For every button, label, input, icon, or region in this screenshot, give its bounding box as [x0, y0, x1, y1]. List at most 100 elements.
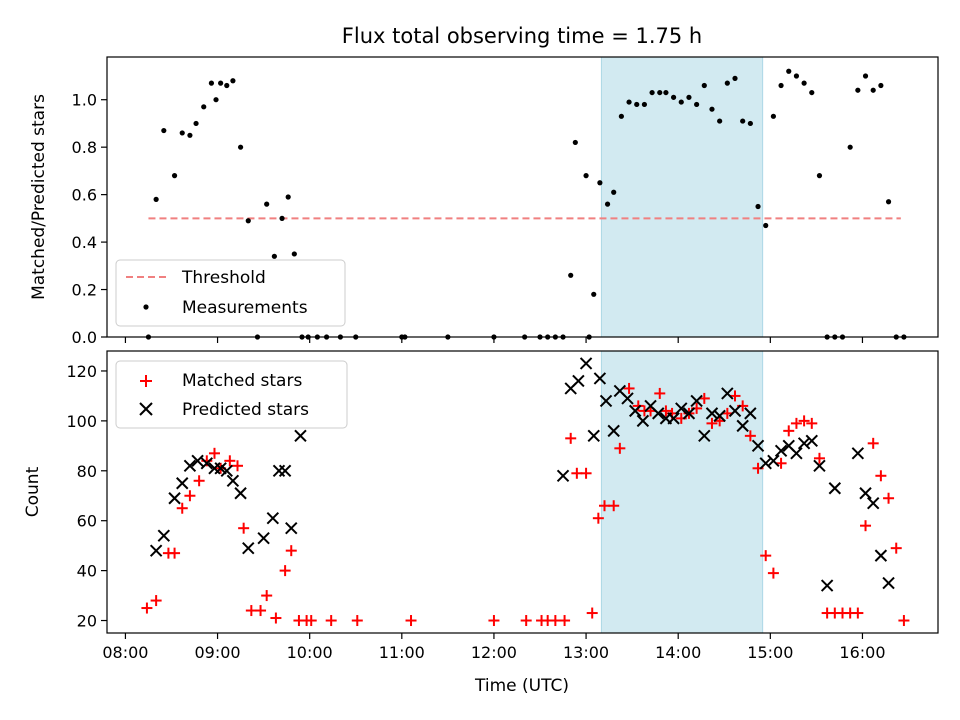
measurement-point [201, 104, 207, 110]
predicted-star-point [736, 419, 749, 433]
x-tick-label: 08:00 [102, 643, 148, 662]
measurement-point [237, 144, 244, 150]
measurement-point [855, 87, 861, 93]
predicted-star-point [607, 424, 620, 438]
predicted-star-stroke-b [667, 412, 680, 425]
matched-star-point [775, 457, 787, 469]
predicted-star-stroke-b [234, 487, 247, 500]
x-tick-label: 15:00 [747, 643, 793, 662]
predicted-star-stroke-b [220, 464, 233, 477]
predicted-star-point [859, 487, 872, 500]
matched-star-point [660, 405, 672, 417]
predicted-star-stroke-b [294, 429, 307, 443]
predicted-star-stroke-b [721, 387, 734, 400]
bottom-legend-box [115, 360, 348, 429]
measurement-point [778, 82, 784, 89]
predicted-star-point [572, 374, 585, 388]
matched-star-point [790, 417, 802, 429]
predicted-star-point [705, 407, 719, 420]
predicted-star-stroke-b [751, 439, 765, 453]
matched-star-point [760, 550, 772, 562]
measurement-point [634, 101, 640, 108]
bottom-plot-frame [106, 350, 939, 634]
predicted-star-stroke-b [874, 549, 888, 562]
predicted-star-point [285, 521, 298, 535]
matched-star-point [405, 615, 417, 627]
predicted-star-point [257, 531, 270, 545]
measurement-point [279, 215, 285, 221]
predicted-star-stroke-b [782, 439, 795, 453]
measurement-point [230, 78, 236, 84]
predicted-star-stroke-b [728, 404, 742, 418]
bottom-y-axis-ticks: 20 40 60 80 100 120 [66, 362, 107, 631]
measurement-point [572, 139, 578, 146]
measurement-point [161, 127, 167, 134]
measurement-point [701, 82, 707, 89]
measurement-point [732, 75, 738, 81]
top-x-axis-ticks [124, 337, 864, 343]
matched-star-point [813, 452, 825, 464]
bottom-highlight-band [600, 350, 764, 634]
measurement-point [862, 73, 869, 79]
measurement-point [271, 253, 277, 259]
predicted-star-stroke-b [257, 531, 270, 545]
measurement-point [694, 101, 700, 108]
matched-star-point [224, 455, 236, 467]
predicted-star-stroke-b [579, 357, 593, 370]
matched-star-point [706, 417, 718, 429]
measurement-point [870, 87, 876, 93]
top-y-tick-label: 0.2 [72, 281, 97, 300]
matched-star-point [559, 615, 571, 627]
matched-star-point [890, 542, 902, 554]
matched-stars-series [141, 382, 910, 627]
top-highlight-band [600, 56, 764, 338]
measurement-point [187, 132, 193, 138]
predicted-star-stroke-b [572, 374, 585, 388]
top-y-tick-label: 0.6 [72, 186, 97, 205]
predicted-star-stroke-b [556, 469, 570, 482]
predicted-star-stroke-b [176, 477, 189, 490]
legend-matched-swatch [140, 375, 152, 387]
measurement-point [285, 194, 291, 200]
legend-measurements-swatch [143, 304, 149, 310]
predicted-star-point [593, 372, 607, 385]
predicted-star-point [628, 404, 642, 418]
matched-star-point [305, 615, 317, 627]
matched-star-point [141, 602, 153, 614]
measurement-point [193, 120, 199, 127]
predicted-star-stroke-b [859, 487, 872, 500]
measurement-point [649, 89, 655, 96]
measurement-point [218, 80, 224, 86]
predicted-star-point [675, 402, 688, 415]
matched-star-point [325, 615, 337, 627]
predicted-star-point [759, 457, 772, 470]
measurement-point [678, 99, 684, 105]
top-y-tick-label: 1.0 [72, 91, 97, 110]
top-panel: 0.0 0.2 0.4 0.6 0.8 1.0 Matched/Predicted sta… [29, 56, 939, 347]
measurement-point [245, 218, 251, 224]
predicted-star-stroke-b [644, 399, 657, 413]
x-tick-label: 11:00 [379, 643, 425, 662]
matched-star-point [898, 615, 910, 627]
bottom-y-tick-label: 100 [66, 412, 97, 431]
matched-star-point [245, 605, 257, 617]
matched-star-point [744, 430, 756, 442]
matched-star-point [279, 565, 291, 577]
x-tick-label: 13:00 [563, 643, 609, 662]
measurement-point [224, 82, 230, 89]
predicted-star-point [587, 429, 600, 443]
top-y-axis-ticks: 0.0 0.2 0.4 0.6 0.8 1.0 [72, 91, 107, 347]
measurement-point [657, 89, 663, 96]
matched-star-point [184, 490, 196, 502]
predicted-star-point [220, 464, 233, 477]
predicted-star-stroke-b [168, 492, 181, 505]
predicted-star-point [728, 404, 742, 418]
predicted-star-point [866, 497, 880, 510]
predicted-star-point [278, 464, 292, 477]
predicted-star-point [882, 576, 895, 590]
predicted-star-point [652, 407, 665, 420]
measurement-point [179, 130, 185, 136]
chart-title: Flux total observing time = 1.75 h [342, 24, 702, 48]
matched-star-point [488, 615, 500, 627]
matched-star-point [351, 615, 363, 627]
